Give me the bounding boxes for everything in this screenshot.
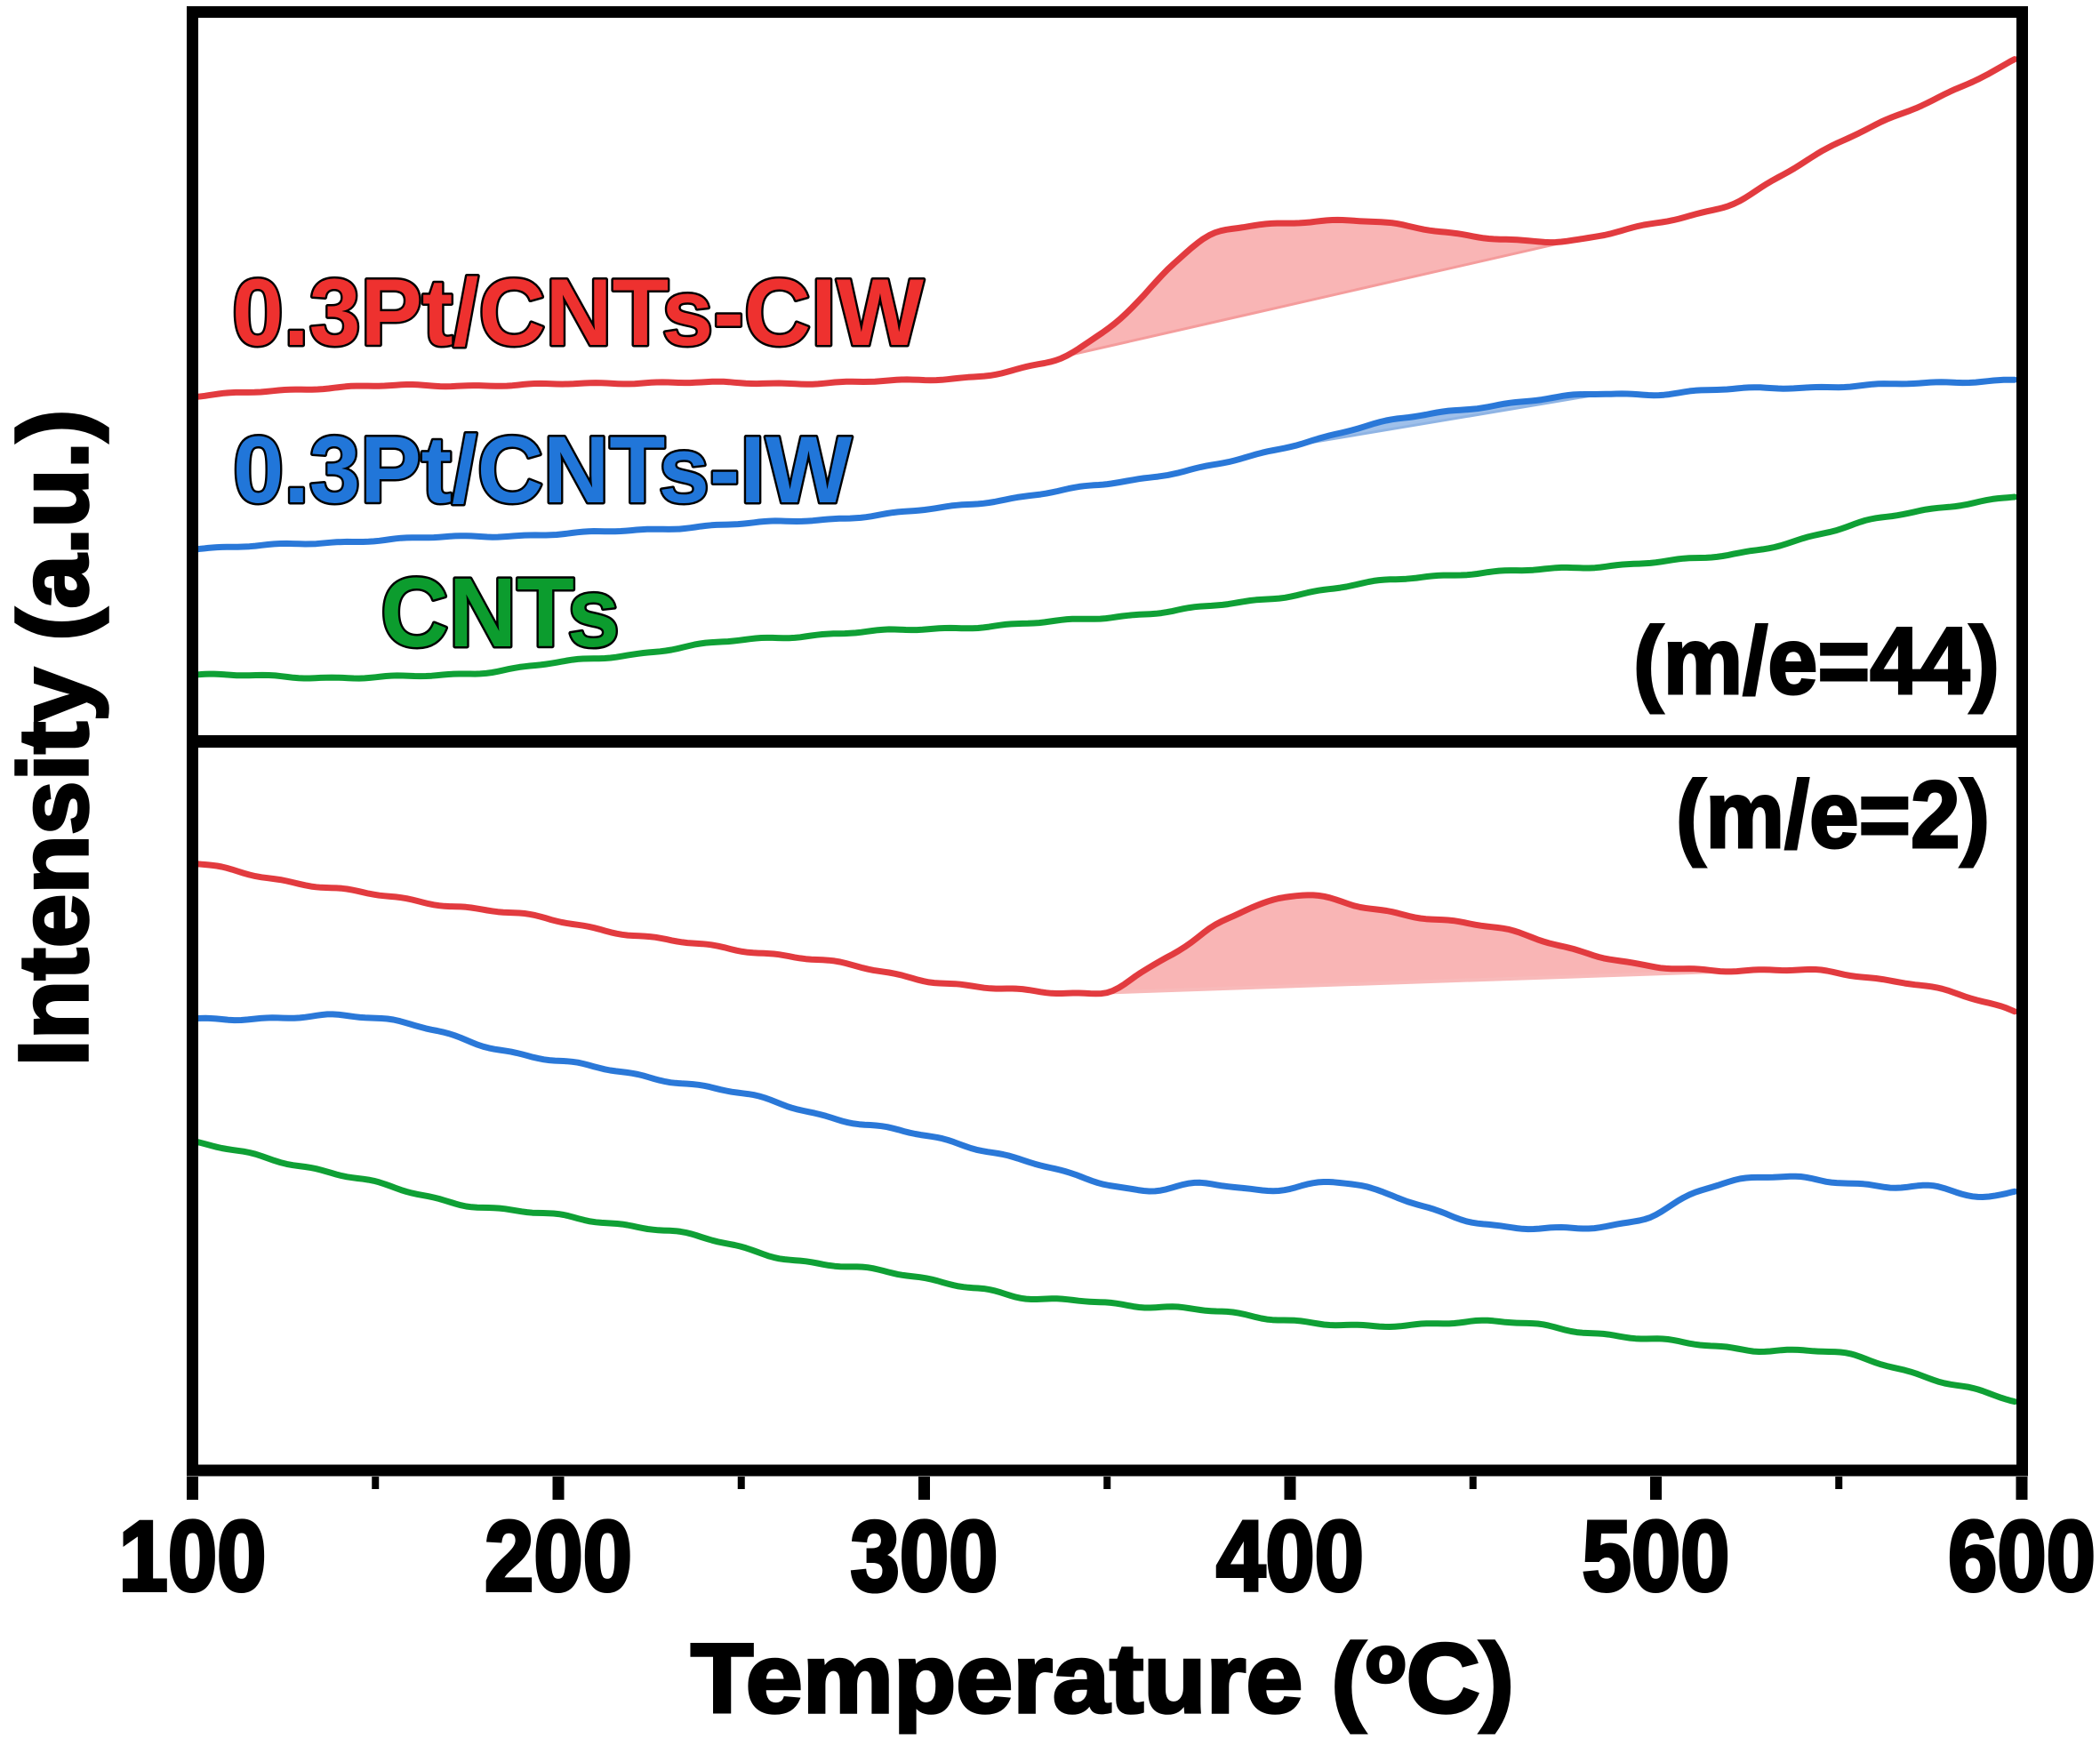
- svg-text:Intensity (a.u.): Intensity (a.u.): [0, 410, 108, 1067]
- svg-text:(m/e=44): (m/e=44): [1633, 607, 2000, 714]
- svg-text:200: 200: [485, 1501, 632, 1612]
- svg-text:500: 500: [1583, 1501, 1730, 1612]
- svg-text:(m/e=2): (m/e=2): [1676, 761, 1990, 868]
- svg-text:Temperature (oC): Temperature (oC): [691, 1624, 1514, 1734]
- svg-text:0.3Pt/CNTs-IW: 0.3Pt/CNTs-IW: [233, 416, 852, 523]
- svg-text:400: 400: [1216, 1501, 1364, 1612]
- svg-text:100: 100: [119, 1501, 267, 1612]
- svg-text:600: 600: [1948, 1501, 2096, 1612]
- svg-text:0.3Pt/CNTs-CIW: 0.3Pt/CNTs-CIW: [232, 259, 924, 365]
- svg-text:CNTs: CNTs: [381, 558, 620, 668]
- svg-text:300: 300: [851, 1501, 998, 1612]
